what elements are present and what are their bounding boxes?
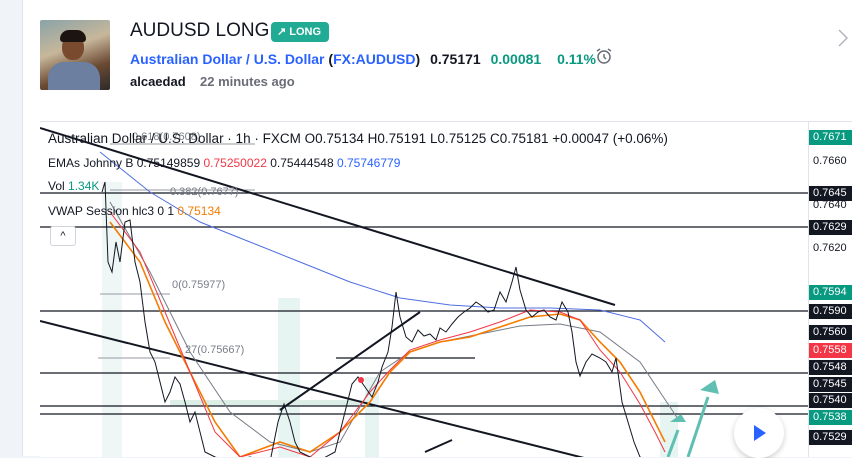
play-button[interactable] (734, 408, 784, 458)
price-tag: 0.7560 (809, 325, 852, 340)
price-tag: 0.7545 (809, 377, 852, 392)
fib-label-zero: 0(0.75977) (172, 279, 226, 291)
projection-arrowhead (670, 414, 686, 422)
projection-arrowhead (700, 380, 719, 394)
symbol-name-link[interactable]: Australian Dollar / U.S. Dollar (130, 51, 325, 67)
legend-ohlc: O0.75134 H0.75191 L0.75125 C0.75181 +0.0… (304, 131, 668, 146)
trend-line[interactable] (40, 127, 616, 306)
ema1-value: 0.75149859 (136, 156, 201, 170)
marker-dot (358, 377, 364, 383)
emas-name: EMAs Johnny B (48, 156, 134, 170)
price-tag: 0.7594 (809, 285, 852, 300)
vwap-name: VWAP Session hlc3 0 1 (48, 204, 175, 218)
ema-blue-line (99, 151, 666, 343)
legend-emas[interactable]: EMAs Johnny B 0.75149859 0.75250022 0.75… (48, 156, 400, 170)
ema-red-line (109, 211, 666, 457)
price-tag: 0.7548 (809, 360, 852, 375)
price-change: 0.00081 (490, 51, 542, 67)
avatar-shirt (48, 62, 100, 90)
price-tick: 0.7640 (813, 199, 847, 211)
price-tag: 0.7590 (809, 304, 852, 319)
long-badge: ↗ LONG (271, 22, 329, 42)
price-tag: 0.7540 (809, 393, 852, 408)
legend-volume[interactable]: Vol 1.34K (48, 179, 99, 193)
price-tag: 0.7558 (809, 343, 852, 358)
alarm-clock-icon[interactable] (594, 46, 614, 66)
symbol-code-link[interactable]: FX:AUDUSD (333, 51, 416, 67)
volume-zone (102, 182, 122, 457)
trend-line[interactable] (279, 311, 421, 411)
legend-collapse-button[interactable]: ^ (50, 226, 76, 246)
fib-label-27: 27(0.75667) (185, 344, 245, 356)
chart-panel[interactable]: 0.618(0.7608) 0.382(0.7677) 0(0.75977) 2… (40, 121, 852, 457)
fib-label-top: 0.618(0.7608) (132, 131, 201, 143)
published-time: 22 minutes ago (200, 74, 295, 89)
trend-line[interactable] (40, 320, 600, 457)
price-tick: 0.7620 (813, 242, 847, 254)
idea-title: AUDUSD LONG (130, 20, 270, 41)
price-tag: 0.7538 (809, 410, 852, 425)
price-change-percent: 0.11% (557, 51, 597, 67)
vwap-value: 0.75134 (177, 204, 221, 218)
symbol-close-paren: ) (415, 51, 421, 67)
ema3-value: 0.75444548 (270, 156, 334, 170)
legend-main: Australian Dollar / U.S. Dollar · 1h · F… (48, 131, 668, 146)
fib-label-mid: 0.382(0.7677) (170, 186, 239, 198)
vol-value: 1.34K (68, 179, 100, 193)
volume-zone (278, 298, 300, 457)
price-tag: 0.7671 (809, 130, 852, 145)
projection-arrow (686, 396, 710, 457)
avatar-hair (60, 30, 86, 42)
author-avatar[interactable] (40, 20, 110, 90)
legend-vwap[interactable]: VWAP Session hlc3 0 1 0.75134 (48, 204, 221, 218)
vol-name: Vol (48, 179, 65, 193)
ema4-value: 0.75746779 (336, 156, 401, 170)
support-zone (170, 400, 370, 406)
price-tag: 0.7645 (809, 186, 852, 201)
price-axis[interactable]: 0.7671 0.7660 0.7645 0.7640 0.7629 0.762… (808, 122, 852, 457)
ema2-value: 0.75250022 (203, 156, 267, 170)
play-icon (754, 425, 766, 441)
arrow-up-right-icon: ↗ (277, 26, 287, 38)
price-tick: 0.7660 (813, 155, 847, 167)
projection-arrow (666, 429, 680, 457)
price-line (101, 181, 642, 457)
volume-zone (365, 377, 379, 457)
symbol-line: Australian Dollar / U.S. Dollar (FX:AUDU… (130, 51, 596, 67)
chevron-right-icon[interactable] (836, 28, 850, 48)
badge-label: LONG (289, 26, 321, 38)
price-chart[interactable] (40, 122, 808, 457)
last-price: 0.75171 (430, 51, 481, 67)
legend-symbol: Australian Dollar / U.S. Dollar · 1h · F… (48, 131, 301, 146)
author-name[interactable]: alcaedad (130, 74, 186, 89)
ema-orange-line (109, 221, 666, 457)
trend-line[interactable] (424, 439, 453, 453)
volume-zone (660, 402, 678, 457)
price-tag: 0.7629 (809, 220, 852, 235)
symbol-open-paren: ( (328, 51, 334, 67)
price-tag: 0.7529 (809, 430, 852, 445)
